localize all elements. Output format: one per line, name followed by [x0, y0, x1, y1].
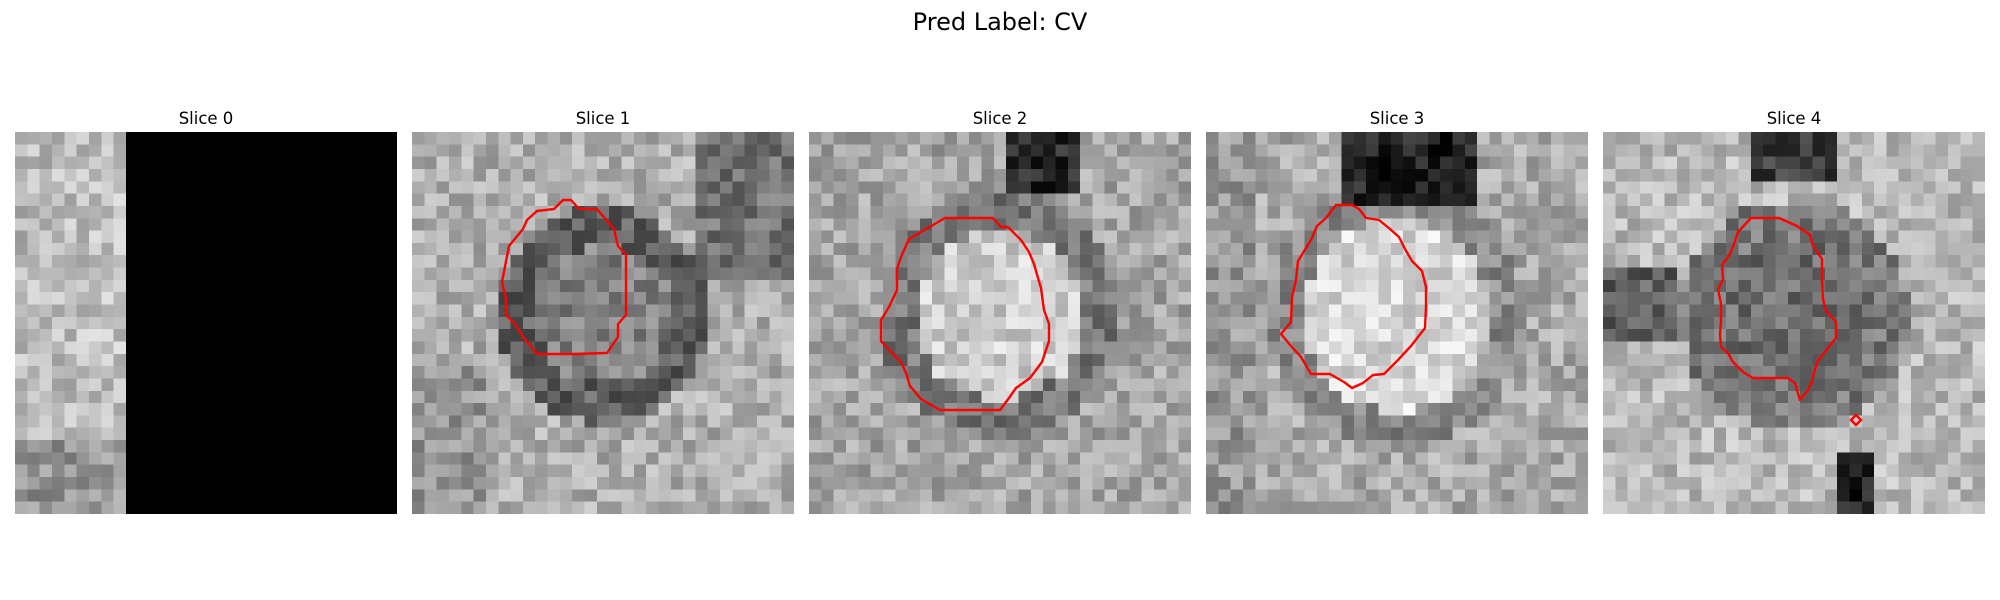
- slice-panel-1: Slice 1: [412, 108, 794, 514]
- slice-image-0: [15, 132, 397, 514]
- slice-image-4: [1603, 132, 1985, 514]
- slice-title: Slice 4: [1603, 108, 1985, 132]
- slice-title: Slice 0: [15, 108, 397, 132]
- slice-panel-0: Slice 0: [15, 108, 397, 514]
- slice-image-3: [1206, 132, 1588, 514]
- slice-title: Slice 3: [1206, 108, 1588, 132]
- slice-title: Slice 2: [809, 108, 1191, 132]
- masked-region: [126, 132, 397, 514]
- slice-title: Slice 1: [412, 108, 794, 132]
- slice-image-2: [809, 132, 1191, 514]
- slice-panel-4: Slice 4: [1603, 108, 1985, 514]
- pixel-grid: [1206, 132, 1588, 514]
- pixel-grid: [1603, 132, 1985, 514]
- pixel-grid: [412, 132, 794, 514]
- pixel-grid: [809, 132, 1191, 514]
- figure-title: Pred Label: CV: [0, 6, 2000, 38]
- slice-panel-2: Slice 2: [809, 108, 1191, 514]
- slice-panel-3: Slice 3: [1206, 108, 1588, 514]
- slice-image-1: [412, 132, 794, 514]
